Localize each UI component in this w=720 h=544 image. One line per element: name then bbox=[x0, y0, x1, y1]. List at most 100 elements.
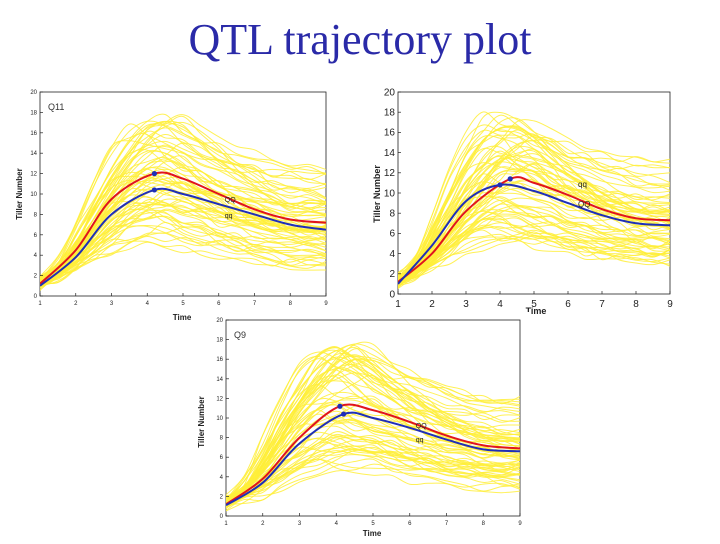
x-tick-label: 8 bbox=[482, 521, 486, 527]
y-tick-label: 4 bbox=[220, 475, 224, 481]
x-tick-label: 1 bbox=[395, 299, 401, 310]
individual-curve bbox=[40, 120, 326, 281]
x-tick-label: 4 bbox=[335, 521, 339, 527]
x-tick-label: 8 bbox=[289, 301, 293, 307]
individual-curve bbox=[226, 358, 520, 502]
individual-curve bbox=[226, 445, 520, 498]
series-label-qq: qq bbox=[578, 180, 587, 189]
y-tick-label: 10 bbox=[30, 192, 37, 198]
individual-curve bbox=[398, 119, 670, 280]
x-tick-label: 5 bbox=[371, 521, 375, 527]
individual-curve bbox=[398, 145, 670, 280]
series-line-qq bbox=[398, 176, 670, 283]
individual-curve bbox=[40, 241, 326, 285]
individual-curve bbox=[226, 458, 520, 503]
individual-curve bbox=[226, 355, 520, 504]
individual-curve bbox=[226, 369, 520, 501]
individual-curve bbox=[398, 231, 670, 285]
individual-curve bbox=[40, 235, 326, 279]
y-tick-label: 16 bbox=[384, 128, 396, 139]
y-tick-label: 12 bbox=[216, 396, 223, 402]
individual-curve bbox=[226, 458, 520, 505]
series-line-QQ bbox=[40, 171, 326, 285]
individual-curve bbox=[398, 181, 670, 287]
series-line-qq bbox=[226, 411, 520, 507]
y-tick-label: 20 bbox=[216, 318, 223, 324]
x-tick-label: 5 bbox=[531, 299, 537, 310]
x-tick-label: 4 bbox=[146, 301, 150, 307]
individual-curve bbox=[40, 123, 326, 277]
individual-trajectories bbox=[398, 111, 670, 289]
individual-curve bbox=[398, 233, 670, 288]
y-tick-label: 0 bbox=[220, 514, 224, 520]
individual-curve bbox=[226, 372, 520, 505]
individual-curve bbox=[398, 222, 670, 282]
individual-curve bbox=[398, 129, 670, 283]
x-tick-label: 1 bbox=[224, 521, 228, 527]
y-tick-label: 2 bbox=[389, 269, 395, 280]
x-tick-label: 7 bbox=[253, 301, 257, 307]
y-tick-label: 18 bbox=[384, 108, 396, 119]
individual-curve bbox=[40, 198, 326, 289]
individual-curve bbox=[40, 150, 326, 285]
y-tick-label: 16 bbox=[216, 357, 223, 363]
individual-trajectories bbox=[226, 341, 520, 512]
individual-curve bbox=[398, 196, 670, 282]
y-tick-label: 6 bbox=[34, 233, 38, 239]
peak-marker-qq bbox=[507, 176, 513, 182]
individual-curve bbox=[40, 226, 326, 279]
x-tick-label: 7 bbox=[599, 299, 605, 310]
individual-curve bbox=[398, 135, 670, 281]
y-axis-label: Tiller Number bbox=[372, 165, 382, 223]
peak-marker-qq bbox=[341, 411, 347, 417]
individual-trajectories bbox=[40, 113, 326, 291]
y-tick-label: 2 bbox=[220, 494, 224, 500]
y-tick-label: 14 bbox=[384, 148, 396, 159]
individual-curve bbox=[398, 203, 670, 288]
x-tick-label: 6 bbox=[565, 299, 571, 310]
y-axis-label: Tiller Number bbox=[197, 396, 206, 447]
individual-curve bbox=[40, 149, 326, 282]
panel-label: Q9 bbox=[234, 330, 246, 340]
peak-marker-qq bbox=[151, 187, 157, 193]
individual-curve bbox=[398, 111, 670, 289]
individual-curve bbox=[226, 458, 520, 499]
chart-panel-q11: 1 2 3 4 5 6 7 8 9 0 2 4 6 8 10 12 14 16 18 20 Time Tiller Num… bbox=[14, 84, 332, 324]
x-tick-label: 4 bbox=[497, 299, 503, 310]
x-tick-label: 9 bbox=[667, 299, 673, 310]
individual-curve bbox=[226, 351, 520, 496]
individual-curve bbox=[40, 168, 326, 285]
x-tick-label: 2 bbox=[261, 521, 265, 527]
x-tick-label: 3 bbox=[463, 299, 469, 310]
individual-curve bbox=[398, 208, 670, 282]
y-tick-label: 8 bbox=[220, 436, 224, 442]
series-label-QQ: QQ bbox=[225, 197, 236, 204]
series-label-QQ: QQ bbox=[578, 200, 590, 209]
y-tick-label: 14 bbox=[216, 377, 223, 383]
series-line-qq bbox=[40, 187, 326, 287]
individual-curve bbox=[40, 155, 326, 282]
individual-curve bbox=[226, 356, 520, 504]
y-tick-label: 16 bbox=[30, 131, 37, 137]
chart-panel-q9: 1 2 3 4 5 6 7 8 9 0 2 4 6 8 10 12 14 16 18 20 Time Tiller Num… bbox=[194, 312, 530, 544]
x-tick-label: 3 bbox=[110, 301, 114, 307]
series-line-QQ bbox=[226, 403, 520, 506]
x-tick-label: 9 bbox=[324, 301, 328, 307]
y-tick-label: 4 bbox=[34, 253, 38, 259]
chart-panel-middle: 1 2 3 4 5 6 7 8 9 0 2 4 6 8 10 12 14 16 18 20 Time Tiller Num… bbox=[368, 84, 674, 320]
x-tick-label: 1 bbox=[38, 301, 42, 307]
peak-marker-QQ bbox=[151, 171, 157, 177]
y-tick-label: 14 bbox=[30, 151, 37, 157]
individual-curve bbox=[398, 117, 670, 279]
y-tick-label: 18 bbox=[30, 110, 37, 116]
x-tick-label: 7 bbox=[445, 521, 449, 527]
x-tick-label: 8 bbox=[633, 299, 639, 310]
individual-curve bbox=[398, 163, 670, 278]
individual-curve bbox=[398, 226, 670, 288]
x-axis-label: Time bbox=[526, 306, 547, 316]
individual-curve bbox=[40, 221, 326, 287]
series-label-qq: qq bbox=[225, 213, 233, 220]
individual-curve bbox=[226, 346, 520, 504]
